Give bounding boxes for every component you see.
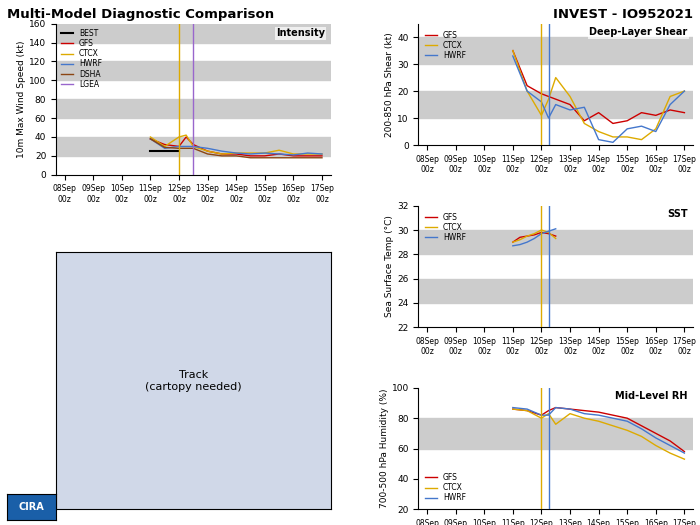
Legend: GFS, CTCX, HWRF: GFS, CTCX, HWRF [422, 470, 469, 506]
Bar [56, 137, 330, 156]
Text: Intensity: Intensity [276, 28, 325, 38]
Y-axis label: 200-850 hPa Shear (kt): 200-850 hPa Shear (kt) [386, 32, 394, 136]
Bar [56, 24, 330, 43]
Bar [419, 91, 693, 118]
Text: CIRA: CIRA [19, 501, 44, 512]
Text: Multi-Model Diagnostic Comparison: Multi-Model Diagnostic Comparison [7, 8, 274, 21]
Legend: BEST, GFS, CTCX, HWRF, DSHA, LGEA: BEST, GFS, CTCX, HWRF, DSHA, LGEA [60, 27, 104, 90]
Text: Mid-Level RH: Mid-Level RH [615, 392, 687, 402]
Bar [419, 279, 693, 303]
Bar [419, 418, 693, 448]
Legend: GFS, CTCX, HWRF: GFS, CTCX, HWRF [422, 27, 469, 63]
Text: Track
(cartopy needed): Track (cartopy needed) [145, 370, 242, 392]
Y-axis label: Sea Surface Temp (°C): Sea Surface Temp (°C) [386, 215, 394, 318]
Legend: GFS, CTCX, HWRF: GFS, CTCX, HWRF [422, 209, 469, 245]
Bar [56, 61, 330, 80]
Bar [56, 99, 330, 118]
Bar [419, 37, 693, 64]
Text: INVEST - IO952021: INVEST - IO952021 [553, 8, 693, 21]
Text: Deep-Layer Shear: Deep-Layer Shear [589, 27, 687, 37]
Y-axis label: 10m Max Wind Speed (kt): 10m Max Wind Speed (kt) [18, 40, 27, 158]
Bar [419, 230, 693, 254]
Y-axis label: 700-500 hPa Humidity (%): 700-500 hPa Humidity (%) [379, 389, 389, 508]
Text: SST: SST [667, 209, 687, 219]
